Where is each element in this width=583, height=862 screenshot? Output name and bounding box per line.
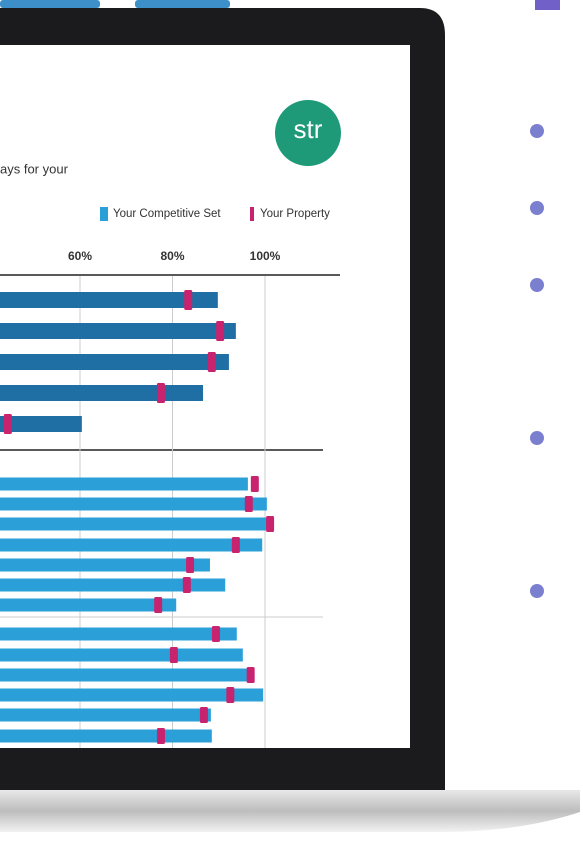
bar	[0, 497, 267, 511]
subtitle: ays for your	[0, 161, 69, 176]
bar	[0, 598, 177, 612]
logo	[275, 100, 341, 166]
bar	[0, 648, 243, 662]
legend-label: Your Property	[260, 208, 330, 220]
laptop-base	[0, 790, 580, 832]
property-marker	[199, 707, 208, 723]
property-marker	[246, 667, 255, 683]
legend-swatch	[100, 207, 108, 221]
property-marker	[186, 557, 195, 573]
bar	[0, 292, 218, 308]
x-tick-label: 60%	[68, 249, 92, 263]
chart: str ays for your 60% 80% 100% Your Competit…	[0, 100, 341, 748]
property-marker	[169, 647, 178, 663]
property-marker	[156, 728, 165, 744]
property-marker	[182, 577, 191, 593]
property-marker	[250, 476, 259, 492]
property-marker	[156, 383, 165, 403]
property-marker	[266, 516, 275, 532]
bar	[0, 517, 271, 531]
legend-swatch	[250, 207, 254, 221]
legend-label: Your Competitive Set	[113, 208, 221, 220]
heading-fragment	[535, 0, 560, 10]
bar	[0, 688, 264, 702]
property-marker	[154, 597, 163, 613]
bar	[0, 416, 82, 432]
x-tick-label: 80%	[160, 249, 184, 263]
property-marker	[216, 321, 225, 341]
bar	[0, 538, 263, 552]
property-marker	[244, 496, 253, 512]
bar	[0, 708, 211, 722]
logo-text: str	[294, 114, 323, 144]
tab	[135, 0, 230, 8]
bar	[0, 385, 204, 401]
bullets	[530, 124, 544, 598]
property-marker	[226, 687, 235, 703]
tab	[0, 0, 100, 8]
x-tick-label: 100%	[250, 249, 281, 263]
bar	[0, 354, 229, 370]
property-marker	[211, 626, 220, 642]
bar	[0, 729, 212, 743]
property-marker	[184, 290, 193, 310]
bar	[0, 323, 236, 339]
property-marker	[207, 352, 216, 372]
bar	[0, 578, 226, 592]
bar	[0, 477, 248, 491]
bar	[0, 627, 237, 641]
property-marker	[3, 414, 12, 434]
bar	[0, 558, 210, 572]
property-marker	[231, 537, 240, 553]
bar	[0, 668, 254, 682]
